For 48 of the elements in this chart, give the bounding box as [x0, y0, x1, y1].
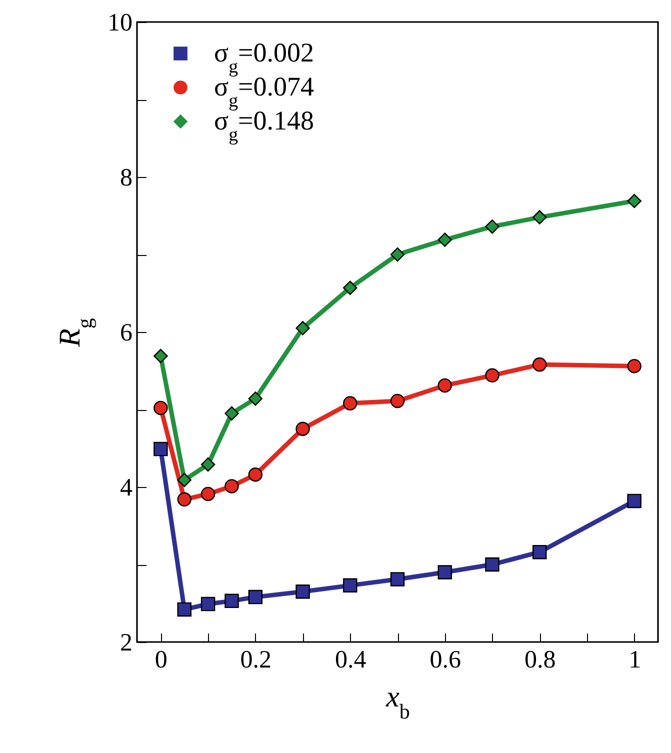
point [532, 544, 547, 560]
point [485, 368, 500, 383]
point [224, 406, 239, 420]
point [438, 565, 452, 580]
point [532, 210, 547, 224]
x-axis-title: x$_{b}$ [385, 680, 410, 724]
y-tick-label: 8 [120, 164, 132, 192]
point [343, 578, 358, 593]
point [296, 584, 310, 599]
point [627, 494, 642, 508]
x-tick-label: 0 [154, 646, 168, 674]
point [485, 557, 500, 572]
point [154, 442, 168, 456]
point [627, 358, 642, 374]
x-tick-label: 0.6 [430, 646, 461, 674]
point [390, 572, 405, 586]
x-tick-label: 0.4 [335, 646, 367, 674]
point [390, 247, 405, 262]
y-tick-label: 2 [120, 630, 132, 656]
x-tick-label: 0.8 [524, 646, 556, 674]
point [343, 280, 358, 295]
y-tick-label: 4 [120, 474, 133, 502]
point [438, 232, 452, 247]
x-tick-label: 0.2 [240, 646, 272, 674]
point [177, 602, 192, 617]
point [154, 400, 168, 416]
point [248, 590, 263, 604]
x-tick-label: 1 [628, 646, 642, 674]
point [177, 472, 192, 488]
point [627, 194, 642, 208]
point [200, 596, 216, 612]
point [532, 357, 547, 372]
point [224, 479, 239, 494]
y-tick-label: 6 [120, 320, 132, 346]
y-tick-label: 10 [108, 10, 132, 36]
point [154, 348, 168, 364]
point [200, 486, 216, 502]
point [390, 394, 405, 408]
point [485, 219, 500, 234]
point [343, 396, 358, 410]
point [177, 492, 192, 507]
point [296, 422, 310, 436]
point [224, 594, 239, 608]
point [248, 467, 263, 482]
point [200, 457, 216, 472]
point [438, 378, 452, 393]
point [296, 321, 310, 336]
point [248, 392, 263, 406]
